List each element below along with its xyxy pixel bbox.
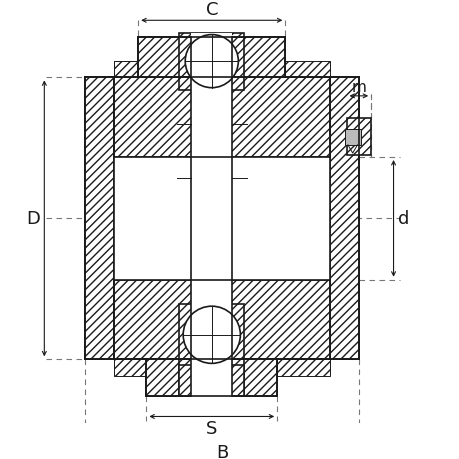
Circle shape [183,307,240,364]
Polygon shape [146,359,179,396]
Bar [146,359,276,396]
Text: B: B [215,443,228,459]
Text: d: d [397,210,408,228]
Polygon shape [244,359,276,396]
Bar [85,78,358,359]
Text: C: C [205,1,218,19]
Bar [113,158,330,280]
Text: m: m [351,79,365,95]
Polygon shape [179,78,244,90]
Bar [276,359,330,376]
Bar [113,78,330,158]
Bar [113,280,330,359]
Bar [113,62,138,78]
Polygon shape [138,38,179,78]
Polygon shape [179,304,244,359]
Bar [285,62,330,78]
Bar [191,34,232,400]
Bar [346,119,370,156]
Polygon shape [244,38,285,78]
Bar [138,38,285,78]
Bar [330,78,358,359]
Bar [344,129,360,146]
Bar [85,78,113,359]
Text: D: D [26,210,40,228]
Text: S: S [206,419,217,437]
Bar [113,359,146,376]
Circle shape [185,35,238,89]
Polygon shape [179,366,244,396]
Polygon shape [179,34,244,38]
Bar [113,62,138,78]
